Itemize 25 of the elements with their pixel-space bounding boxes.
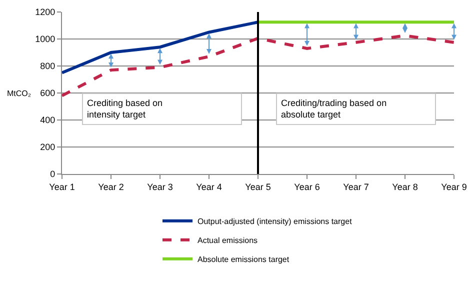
x-tick-label: Year 9 (441, 182, 467, 192)
y-tick-label: 1200 (35, 7, 56, 18)
text-box: Crediting/trading based on absolute target (276, 93, 436, 125)
y-axis-title: MtCO₂ (7, 89, 31, 98)
y-tick-label: 1000 (35, 34, 56, 44)
x-tick-label: Year 7 (343, 182, 369, 192)
y-tick-label: 0 (50, 169, 56, 180)
x-tick-label: Year 6 (294, 182, 320, 192)
y-tick-label: 400 (40, 115, 56, 126)
y-tick-label: 200 (40, 142, 56, 152)
x-tick-label: Year 1 (49, 182, 75, 192)
x-tick-label: Year 3 (147, 182, 173, 192)
x-tick-label: Year 4 (196, 182, 222, 192)
legend-label: Output-adjusted (intensity) emissions target (198, 217, 353, 226)
line-series (62, 20, 260, 74)
legend-label: Absolute emissions target (198, 255, 290, 264)
text-box: Crediting based on intensity target (82, 93, 242, 125)
annotation: Crediting/trading based on absolute target (281, 98, 387, 120)
y-tick-label: 800 (40, 61, 56, 72)
x-tick-label: Year 5 (245, 182, 271, 192)
y-tick-label: 600 (40, 88, 56, 98)
x-tick-label: Year 8 (392, 182, 418, 192)
legend-label: Actual emissions (198, 236, 258, 246)
x-tick-label: Year 2 (98, 182, 124, 192)
annotation: Crediting based on intensity target (87, 98, 163, 120)
